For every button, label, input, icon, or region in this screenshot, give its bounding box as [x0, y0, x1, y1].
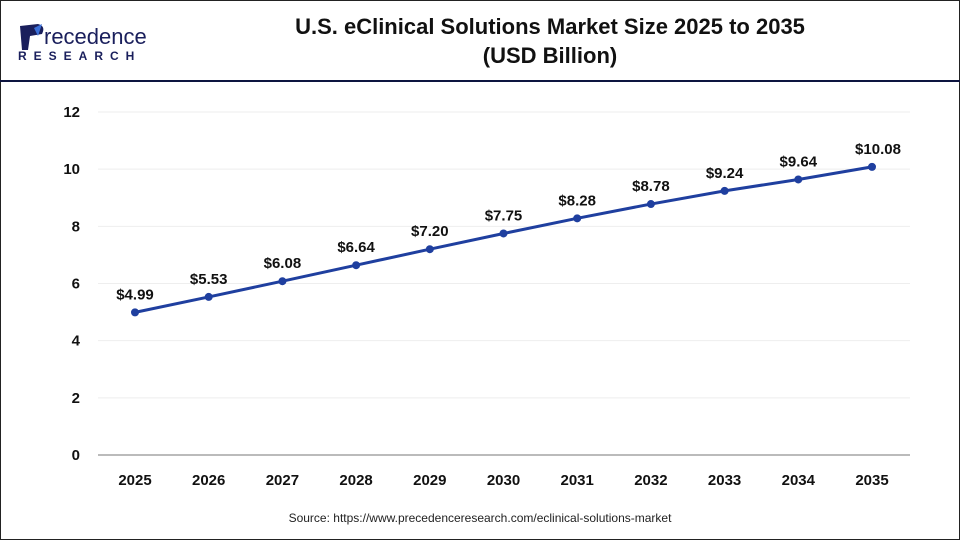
svg-text:RESEARCH: RESEARCH — [18, 49, 141, 63]
data-point — [131, 308, 139, 317]
data-label: $6.64 — [337, 239, 375, 256]
x-tick-label: 2032 — [634, 472, 667, 489]
svg-text:recedence: recedence — [44, 24, 147, 49]
data-point — [204, 292, 213, 301]
data-point — [794, 175, 803, 184]
data-point — [646, 200, 655, 209]
data-label: $6.08 — [264, 255, 302, 272]
x-tick-label: 2028 — [339, 472, 372, 489]
y-tick-label: 8 — [72, 218, 80, 235]
data-label: $4.99 — [116, 286, 154, 303]
y-tick-label: 12 — [63, 104, 80, 121]
title-line-1: U.S. eClinical Solutions Market Size 202… — [295, 14, 805, 39]
chart-title: U.S. eClinical Solutions Market Size 202… — [250, 12, 850, 70]
data-point — [573, 214, 582, 223]
data-point — [352, 261, 361, 270]
x-tick-label: 2031 — [561, 472, 594, 489]
data-point — [278, 277, 287, 286]
title-line-2: (USD Billion) — [482, 43, 618, 68]
x-tick-label: 2025 — [118, 472, 151, 489]
header: recedence RESEARCH U.S. eClinical Soluti… — [0, 0, 960, 82]
data-point — [499, 229, 508, 238]
y-tick-label: 4 — [72, 333, 81, 350]
y-tick-label: 6 — [72, 276, 80, 293]
x-tick-label: 2029 — [413, 472, 446, 489]
x-tick-label: 2035 — [855, 472, 888, 489]
data-point — [720, 186, 729, 195]
x-tick-label: 2033 — [708, 472, 741, 489]
y-tick-label: 10 — [63, 161, 80, 178]
precedence-research-logo: recedence RESEARCH — [18, 24, 147, 63]
data-label: $9.24 — [706, 165, 744, 182]
y-tick-label: 2 — [72, 390, 80, 407]
data-label: $9.64 — [780, 153, 818, 170]
data-point — [868, 162, 876, 171]
data-label: $8.78 — [632, 178, 670, 195]
x-tick-label: 2027 — [266, 472, 299, 489]
data-label: $10.08 — [855, 141, 901, 158]
series-line — [134, 165, 873, 314]
data-label: $7.20 — [411, 223, 449, 240]
data-label: $7.75 — [485, 207, 523, 224]
x-tick-label: 2034 — [782, 472, 816, 489]
x-tick-label: 2030 — [487, 472, 520, 489]
data-label: $5.53 — [190, 271, 228, 288]
source-text: Source: https://www.precedenceresearch.c… — [288, 511, 672, 525]
data-point — [425, 245, 434, 254]
x-tick-label: 2026 — [192, 472, 225, 489]
data-label: $8.28 — [558, 192, 596, 209]
y-tick-label: 0 — [72, 447, 80, 464]
